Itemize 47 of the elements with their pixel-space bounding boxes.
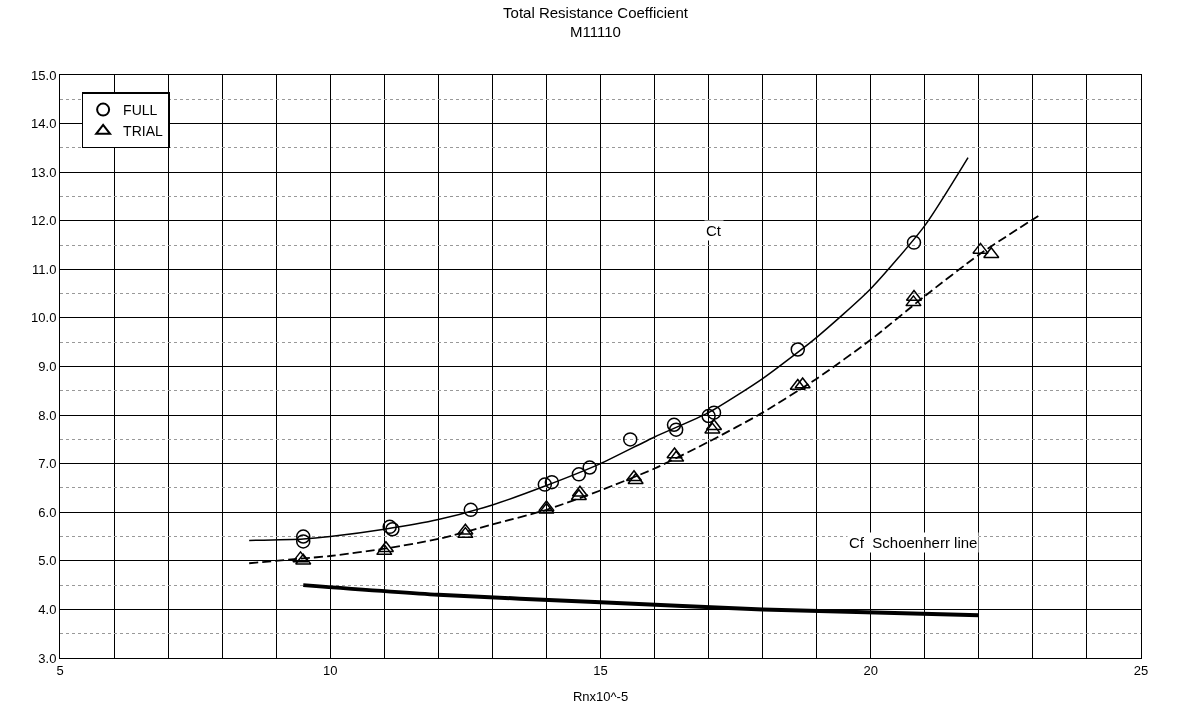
point (295, 534, 311, 549)
annotation: Cf Schoenherr line (849, 534, 978, 551)
y-tick-label: 8.0 (38, 407, 57, 423)
y-tick-label: 6.0 (38, 504, 57, 520)
y-tick-label: 7.0 (38, 456, 57, 472)
point (571, 467, 587, 482)
x-tick-label: 15 (593, 662, 608, 678)
y-tick-label: 13.0 (31, 164, 57, 180)
point (544, 474, 560, 490)
y-tick-label: 4.0 (38, 601, 57, 617)
point (983, 247, 1000, 259)
x-tick-label: 20 (863, 662, 878, 678)
y-tick-label: 11.0 (32, 261, 57, 277)
x-tick-label: 25 (1133, 662, 1149, 678)
y-tick-label: 3.0 (38, 650, 57, 666)
chart-title: Total Resistance Coefficient (503, 3, 689, 21)
point (905, 295, 922, 307)
point (463, 502, 479, 518)
point (457, 526, 474, 539)
y-tick-label: 12.0 (31, 213, 57, 229)
y-tick-label: 15.0 (31, 67, 57, 83)
point (794, 377, 811, 389)
legend-label: TRIAL (123, 123, 164, 140)
point (570, 488, 588, 501)
y-tick-label: 5.0 (38, 553, 57, 569)
x-tick-label: 10 (323, 662, 338, 678)
chart-subtitle: M11110 (570, 23, 621, 41)
x-tick-label: 5 (56, 662, 64, 678)
point (582, 460, 597, 475)
point (906, 235, 922, 250)
y-tick-label: 10.0 (31, 310, 57, 326)
point (622, 432, 638, 447)
point (295, 529, 311, 544)
point (905, 289, 923, 302)
point (537, 477, 553, 492)
x-axis-title: Rnx10^-5 (572, 689, 629, 705)
point (666, 417, 682, 433)
point (972, 242, 989, 254)
point (706, 405, 722, 420)
y-tick-label: 14.0 (31, 116, 57, 132)
point (701, 408, 716, 424)
point (668, 422, 684, 437)
legend-label: FULL (123, 102, 158, 119)
point (457, 523, 474, 535)
y-tick-label: 9.0 (38, 359, 57, 375)
point (790, 342, 806, 357)
annotation: Ct (706, 222, 722, 239)
